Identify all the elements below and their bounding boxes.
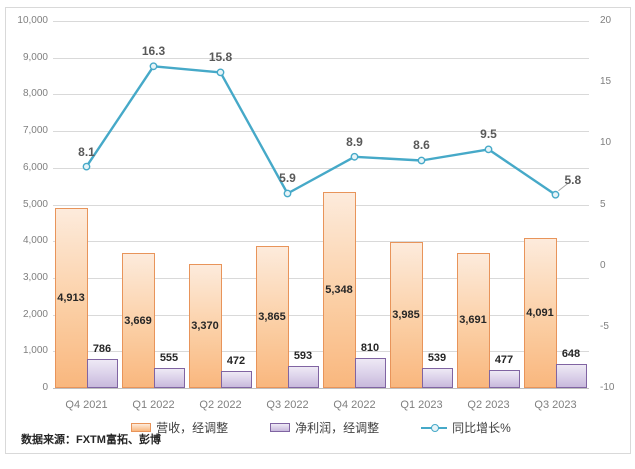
category-label: Q2 2023 <box>467 399 510 411</box>
gridline <box>53 58 589 59</box>
revenue-bar-value: 3,669 <box>124 314 152 327</box>
gridline <box>53 351 589 352</box>
profit-bar-value: 810 <box>360 342 380 355</box>
profit-bar-value: 648 <box>561 348 581 361</box>
growth-value-label: 15.8 <box>208 50 233 65</box>
left-axis-tick: 10,000 <box>17 15 48 26</box>
profit-bar <box>287 366 319 388</box>
revenue-bar <box>188 264 222 388</box>
left-axis-tick: 6,000 <box>22 162 48 173</box>
category-label: Q1 2022 <box>132 399 175 411</box>
growth-value-label: 8.6 <box>413 138 430 153</box>
right-axis-tick: -5 <box>600 321 609 332</box>
profit-bar-value: 539 <box>427 352 447 365</box>
chart-frame: 0 1,000 2,000 3,000 4,000 5,000 6,000 7,000 8,00… <box>5 7 631 454</box>
revenue-bar-value: 4,913 <box>57 291 85 304</box>
left-axis-tick: 9,000 <box>22 52 48 63</box>
gridline <box>53 241 589 242</box>
legend-label: 同比增长% <box>452 421 511 435</box>
left-axis-tick: 0 <box>42 382 48 393</box>
profit-swatch <box>270 423 291 432</box>
growth-value-label: 9.5 <box>480 127 497 142</box>
revenue-bar <box>523 237 557 388</box>
category-label: Q1 2023 <box>400 399 443 411</box>
category-label: Q3 2022 <box>266 399 309 411</box>
right-axis-tick: 5 <box>600 199 606 210</box>
revenue-bar-value: 3,865 <box>258 311 286 324</box>
profit-bar-value: 786 <box>92 343 112 356</box>
profit-bar-value: 472 <box>226 354 246 367</box>
growth-value-label: 8.9 <box>346 134 363 149</box>
right-axis-tick: 15 <box>600 76 612 87</box>
profit-bar <box>220 370 252 388</box>
revenue-bar <box>389 241 423 388</box>
growth-line-swatch <box>421 423 448 432</box>
category-label: Q2 2022 <box>199 399 242 411</box>
revenue-bar-value: 3,370 <box>191 320 219 333</box>
left-axis-tick: 7,000 <box>22 125 48 136</box>
profit-bar <box>488 370 520 388</box>
growth-point-marker <box>283 189 292 198</box>
category-label: Q4 2022 <box>333 399 376 411</box>
right-axis-tick: 0 <box>600 260 606 271</box>
growth-point-marker <box>149 62 158 71</box>
revenue-bar-value: 4,091 <box>526 306 554 319</box>
gridline <box>53 131 589 132</box>
profit-bar-value: 477 <box>494 354 514 367</box>
growth-point-marker <box>417 156 426 165</box>
left-axis-tick: 5,000 <box>22 199 48 210</box>
profit-bar <box>555 364 587 388</box>
gridline <box>53 205 589 206</box>
profit-bar <box>86 359 118 388</box>
growth-value-label: 5.8 <box>564 172 582 187</box>
legend-item-profit: 净利润，经调整 <box>270 419 379 436</box>
profit-bar-value: 593 <box>293 350 313 363</box>
right-axis-tick: 10 <box>600 137 612 148</box>
legend-label: 净利润，经调整 <box>295 421 380 435</box>
profit-bar <box>354 358 386 388</box>
revenue-bar <box>54 207 88 388</box>
left-axis-tick: 4,000 <box>22 235 48 246</box>
left-axis-tick: 2,000 <box>22 309 48 320</box>
right-axis-tick: 20 <box>600 15 612 26</box>
revenue-swatch <box>131 423 152 432</box>
chart-legend: 营收，经调整 净利润，经调整 同比增长% <box>53 419 589 436</box>
gridline <box>53 21 589 22</box>
revenue-bar <box>456 252 490 388</box>
legend-label: 营收，经调整 <box>156 421 229 435</box>
revenue-bar <box>255 246 289 388</box>
revenue-bar <box>322 191 356 388</box>
gridline <box>53 278 589 279</box>
revenue-bar-value: 5,348 <box>325 283 353 296</box>
source-note: 数据来源：FXTM富拓、彭博 <box>21 434 161 446</box>
growth-value-label: 16.3 <box>141 44 166 59</box>
gridline <box>53 315 589 316</box>
left-axis-tick: 3,000 <box>22 272 48 283</box>
growth-value-label: 8.1 <box>78 144 95 159</box>
gridline <box>53 168 589 169</box>
left-axis-tick: 8,000 <box>22 88 48 99</box>
growth-point-marker <box>484 145 493 154</box>
revenue-bar-value: 3,691 <box>459 314 487 327</box>
revenue-bar-value: 3,985 <box>392 308 420 321</box>
revenue-bar <box>121 253 155 388</box>
profit-bar <box>153 367 185 388</box>
left-axis-tick: 1,000 <box>22 345 48 356</box>
category-label: Q4 2021 <box>65 399 108 411</box>
profit-bar-value: 555 <box>159 351 179 364</box>
profit-bar <box>421 368 453 388</box>
gridline <box>53 94 589 95</box>
growth-point-marker <box>216 68 225 77</box>
right-axis-tick: -10 <box>600 382 615 393</box>
gridline <box>53 388 589 389</box>
growth-value-label: 5.9 <box>279 171 296 186</box>
legend-item-revenue: 营收，经调整 <box>131 419 228 436</box>
legend-item-growth: 同比增长% <box>421 419 511 436</box>
category-label: Q3 2023 <box>534 399 577 411</box>
growth-point-marker <box>350 152 359 161</box>
growth-point-marker <box>551 190 560 199</box>
